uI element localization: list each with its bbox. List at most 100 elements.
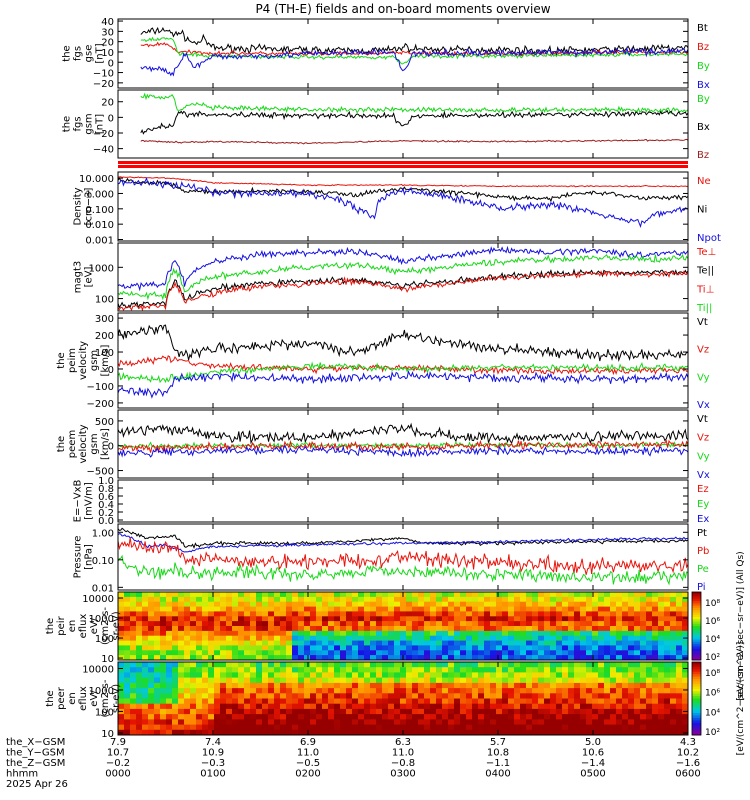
- spectrogram-cell: [532, 626, 539, 632]
- spectrogram-cell: [370, 677, 377, 684]
- spectrogram-cell: [424, 688, 431, 694]
- spectrogram-cell: [400, 626, 407, 632]
- colorbar-segment: [692, 653, 701, 656]
- spectrogram-cell: [502, 708, 509, 715]
- spectrogram-cell: [394, 626, 401, 632]
- spectrogram-cell: [388, 724, 395, 731]
- spectrogram-cell: [388, 719, 395, 726]
- spectrogram-cell: [652, 611, 659, 617]
- spectrogram-cell: [268, 729, 275, 735]
- spectrogram-cell: [664, 640, 671, 647]
- spectrogram-cell: [256, 616, 263, 622]
- spectrogram-cell: [436, 703, 443, 710]
- spectrogram-cell: [634, 682, 641, 689]
- spectrogram-cell: [274, 611, 281, 617]
- spectrogram-cell: [286, 640, 293, 647]
- spectrogram-cell: [124, 714, 131, 720]
- spectrogram-cell: [256, 611, 263, 617]
- spectrogram-cell: [118, 729, 125, 735]
- spectrogram-cell: [682, 667, 688, 673]
- spectrogram-cell: [226, 688, 233, 694]
- spectrogram-cell: [178, 592, 185, 598]
- spectrogram-cell: [604, 672, 611, 679]
- spectrogram-cell: [466, 698, 473, 705]
- spectrogram-cell: [142, 677, 149, 684]
- spectrogram-cell: [442, 630, 449, 637]
- spectrogram-cell: [658, 655, 665, 660]
- spectrogram-cell: [286, 724, 293, 731]
- spectrogram-cell: [502, 667, 509, 673]
- spectrogram-cell: [256, 724, 263, 731]
- spectrogram-cell: [256, 714, 263, 720]
- y-tick-label: 20: [101, 38, 114, 49]
- spectrogram-cell: [628, 592, 635, 598]
- spectrogram-cell: [430, 729, 437, 735]
- spectrogram-cell: [568, 724, 575, 731]
- spectrogram-cell: [628, 682, 635, 689]
- spectrogram-cell: [160, 616, 167, 622]
- spectrogram-cell: [232, 672, 239, 679]
- spectrogram-cell: [676, 601, 683, 608]
- spectrogram-cell: [646, 611, 653, 617]
- spectrogram-cell: [598, 611, 605, 617]
- spectrogram-cell: [610, 650, 617, 656]
- spectrogram-cell: [244, 621, 251, 627]
- spectrogram-cell: [406, 703, 413, 710]
- spectrogram-cell: [358, 729, 365, 735]
- spectrogram-cell: [484, 667, 491, 673]
- spectrogram-cell: [574, 630, 581, 637]
- spectrogram-cell: [184, 688, 191, 694]
- spectrogram-cell: [634, 677, 641, 684]
- spectrogram-cell: [286, 616, 293, 622]
- spectrogram-cell: [646, 621, 653, 627]
- spectrogram-cell: [280, 677, 287, 684]
- spectrogram-cell: [388, 708, 395, 715]
- spectrogram-cell: [358, 714, 365, 720]
- spectrogram-cell: [532, 655, 539, 660]
- spectrogram-cell: [190, 677, 197, 684]
- spectrogram-cell: [520, 714, 527, 720]
- y-axis-label: eflux: [78, 686, 89, 711]
- spectrogram-cell: [214, 729, 221, 735]
- spectrogram-cell: [178, 655, 185, 660]
- spectrogram-cell: [490, 606, 497, 613]
- spectrogram-cell: [652, 655, 659, 660]
- spectrogram-cell: [436, 611, 443, 617]
- spectrogram-cell: [304, 606, 311, 613]
- spectrogram-cell: [484, 645, 491, 651]
- spectrogram-cell: [118, 655, 125, 660]
- colorbar-segment: [692, 705, 701, 709]
- spectrogram-cell: [652, 714, 659, 720]
- spectrogram-cell: [184, 616, 191, 622]
- spectrogram-cell: [574, 592, 581, 598]
- spectrogram-cell: [406, 592, 413, 598]
- spectrogram-cell: [232, 693, 239, 700]
- spectrogram-cell: [280, 626, 287, 632]
- spectrogram-cell: [316, 592, 323, 598]
- spectrogram-cell: [376, 729, 383, 735]
- colorbar-segment: [692, 607, 701, 611]
- spectrogram-cell: [274, 640, 281, 647]
- spectrogram-cell: [574, 655, 581, 660]
- series-line-peim_velocity-3: [118, 370, 688, 399]
- spectrogram-cell: [280, 693, 287, 700]
- y-axis-label: eV/: [89, 617, 100, 634]
- spectrogram-cell: [160, 677, 167, 684]
- spectrogram-cell: [520, 650, 527, 656]
- spectrogram-cell: [610, 703, 617, 710]
- colorbar-segment: [692, 683, 701, 687]
- spectrogram-cell: [298, 645, 305, 651]
- spectrogram-cell: [400, 645, 407, 651]
- spectrogram-cell: [370, 611, 377, 617]
- spectrogram-cell: [406, 729, 413, 735]
- y-tick-label: 200: [95, 331, 114, 342]
- spectrogram-cell: [124, 693, 131, 700]
- spectrogram-cell: [502, 714, 509, 720]
- spectrogram-cell: [208, 640, 215, 647]
- spectrogram-cell: [226, 662, 233, 668]
- spectrogram-cell: [172, 729, 179, 735]
- spectrogram-cell: [628, 667, 635, 673]
- spectrogram-cell: [220, 724, 227, 731]
- spectrogram-cell: [454, 596, 461, 603]
